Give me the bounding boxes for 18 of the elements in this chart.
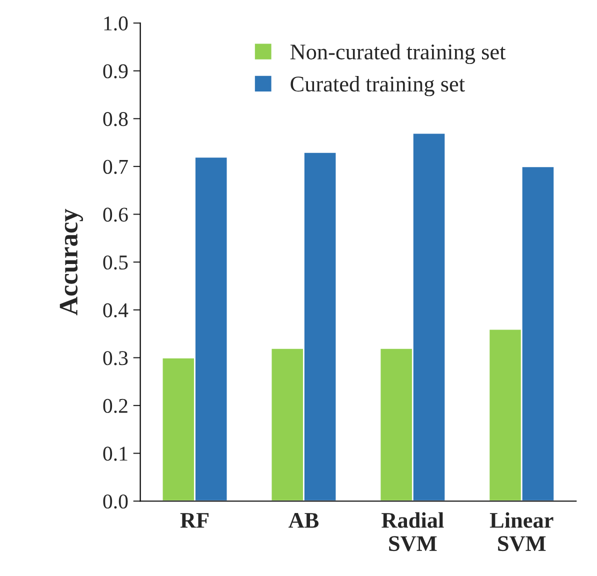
y-tick-label: 0.3: [103, 351, 128, 366]
x-tick-label: AB: [288, 512, 319, 528]
x-tick-label: RF: [180, 513, 209, 528]
legend-label: Non-curated training set: [290, 44, 506, 64]
y-tick-label: 0.4: [103, 303, 128, 318]
y-tick-label: 0.8: [103, 112, 128, 126]
y-tick-label: 0.5: [103, 255, 128, 270]
y-tick-label: 1.0: [104, 16, 128, 31]
y-tick-label: 0.1: [103, 446, 128, 461]
y-tick-label: 0.0: [103, 494, 128, 509]
y-tick-label: 0.9: [103, 64, 128, 78]
y-tick-label: 0.6: [103, 208, 128, 222]
y-tick-label: 0.2: [103, 398, 128, 414]
legend-label: Curated training set: [290, 76, 465, 96]
x-tick-label: Radial SVM: [382, 512, 444, 552]
y-axis-title: Accuracy: [60, 208, 84, 316]
x-tick-label: Linear SVM: [490, 512, 554, 552]
y-tick-label: 0.7: [103, 160, 128, 174]
